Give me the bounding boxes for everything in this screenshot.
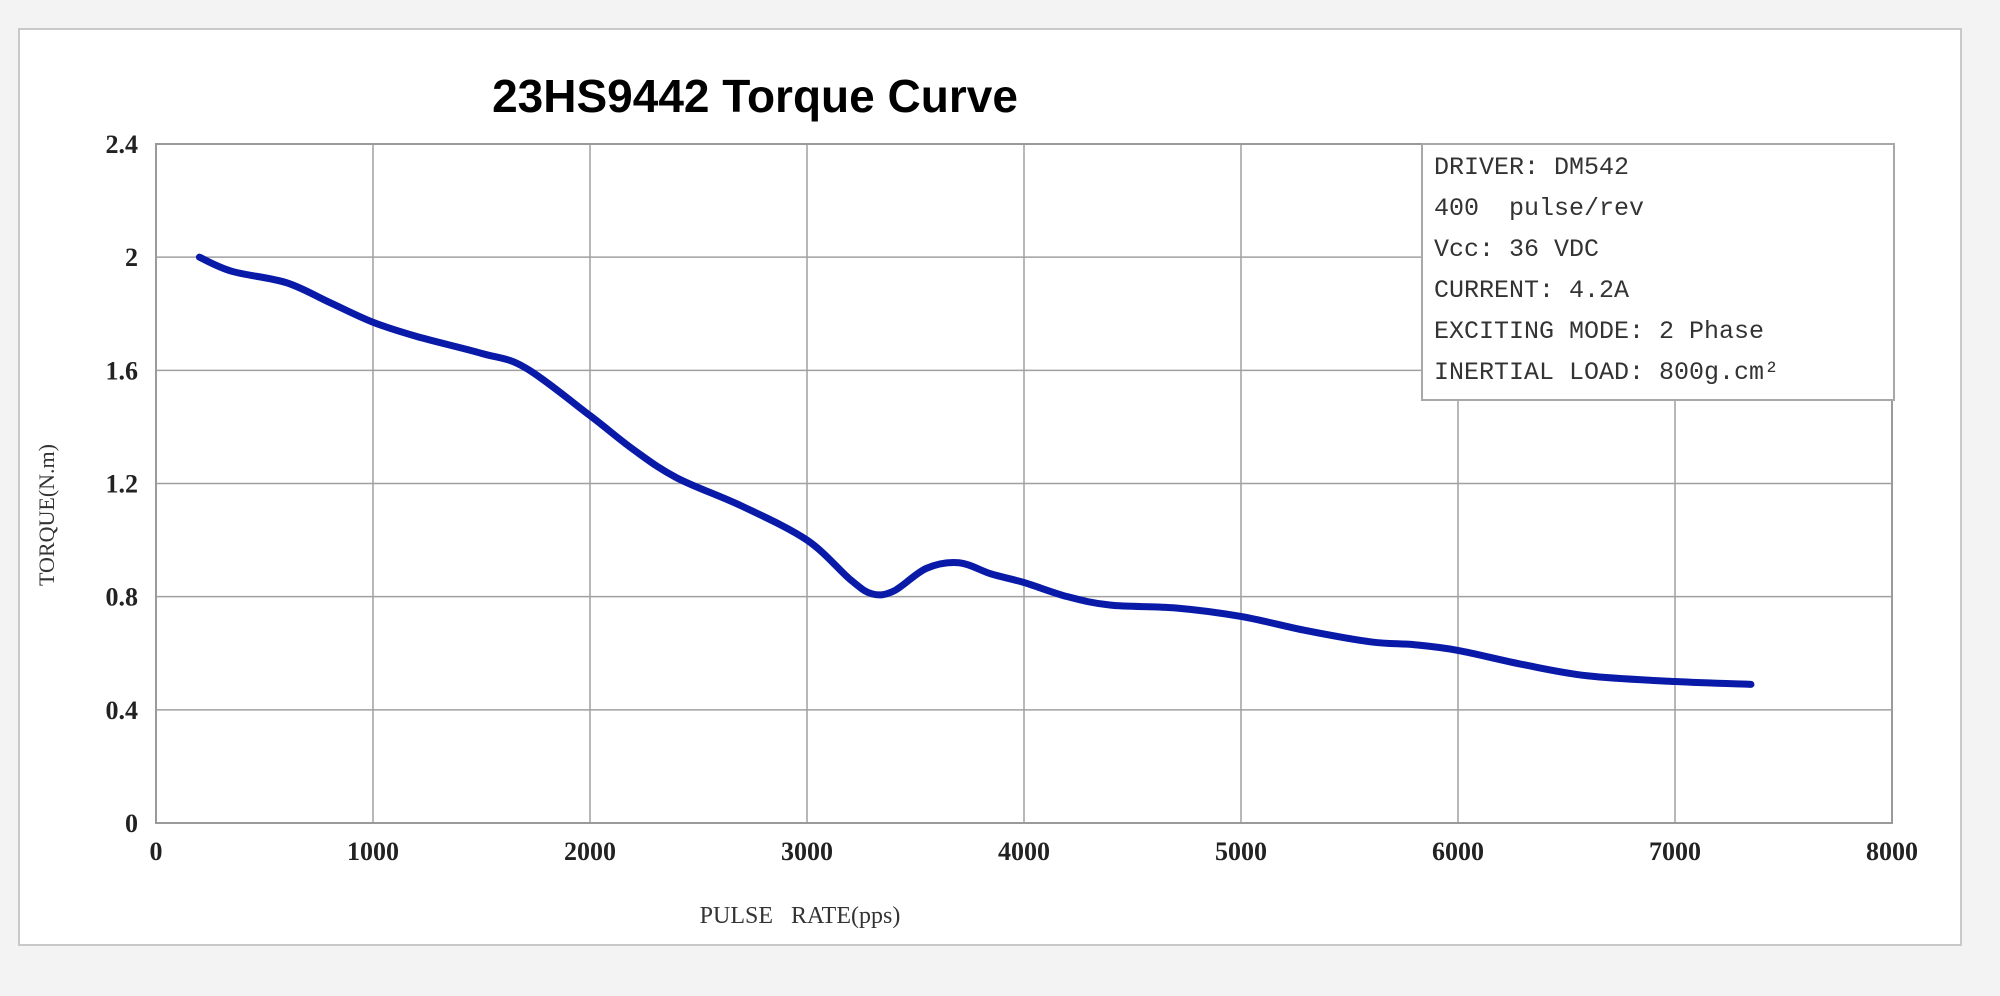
x-tick-label: 7000 (1649, 837, 1701, 866)
x-tick-label: 5000 (1215, 837, 1267, 866)
info-box-line: EXCITING MODE: 2 Phase (1434, 317, 1764, 346)
y-tick-label: 1.2 (106, 470, 139, 499)
x-tick-label: 1000 (347, 837, 399, 866)
info-box: DRIVER: DM542 400 pulse/rev Vcc: 36 VDC CUR… (1421, 143, 1895, 401)
y-axis-label: TORQUE(N.m) (34, 444, 59, 586)
y-tick-label: 1.6 (106, 356, 139, 385)
chart-title: 23HS9442 Torque Curve (492, 70, 1018, 122)
info-box-line: DRIVER: DM542 (1434, 153, 1629, 182)
x-tick-label: 6000 (1432, 837, 1484, 866)
info-box-line: Vcc: 36 VDC (1434, 235, 1599, 264)
x-tick-label: 8000 (1866, 837, 1918, 866)
chart-frame: 23HS9442 Torque Curve 0 0.4 0.8 1.2 1.6 2 2.4 … (18, 28, 1962, 946)
info-box-line: CURRENT: 4.2A (1434, 276, 1629, 305)
info-box-frame (1421, 143, 1895, 401)
torque-curve-line (195, 253, 1755, 688)
x-tick-labels: 0 1000 2000 3000 4000 5000 6000 7000 8000 (150, 837, 1919, 866)
torque-chart: 23HS9442 Torque Curve 00.40.81.21.622.4 … (34, 70, 1919, 929)
x-tick-label: 0 (150, 837, 163, 866)
series (195, 253, 1755, 688)
y-tick-label: 0.4 (106, 696, 139, 725)
y-tick-label: 0 (125, 809, 138, 838)
x-tick-label: 4000 (998, 837, 1050, 866)
y-tick-labels: 0 0.4 0.8 1.2 1.6 2 2.4 (106, 130, 139, 838)
y-tick-label: 2.4 (106, 130, 139, 159)
y-tick-label: 0.8 (106, 583, 139, 612)
plot-area (155, 143, 1893, 824)
x-axis-label: PULSE RATE(pps) (700, 903, 901, 929)
info-box-line: 400 pulse/rev (1434, 194, 1644, 223)
x-tick-label: 2000 (564, 837, 616, 866)
x-tick-label: 3000 (781, 837, 833, 866)
y-tick-label: 2 (125, 243, 138, 272)
info-box-line: INERTIAL LOAD: 800g.cm² (1434, 358, 1779, 387)
